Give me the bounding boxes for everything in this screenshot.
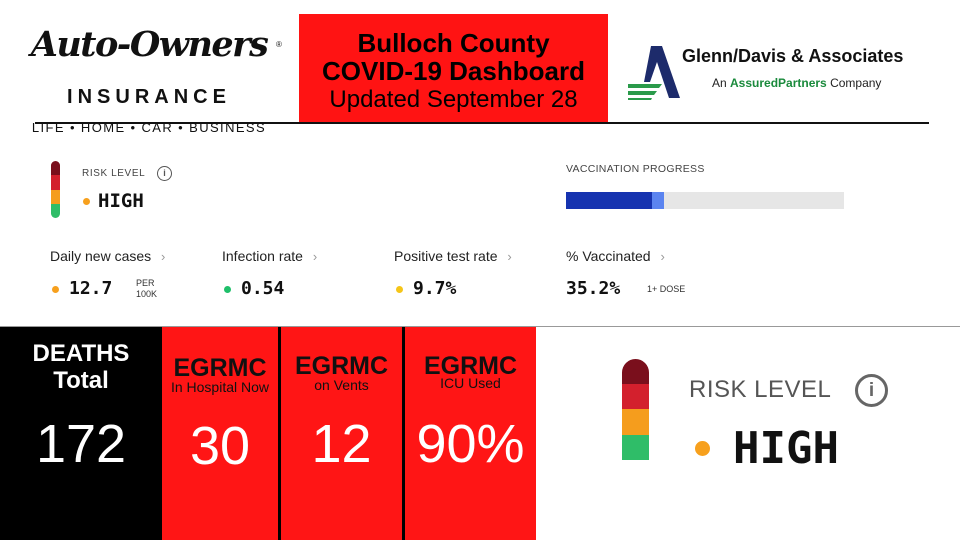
metric-percent-vaccinated[interactable]: % Vaccinated ›: [566, 248, 665, 264]
risk-meter-large: [622, 359, 649, 485]
metric-unit-line2: 100K: [136, 289, 158, 299]
metric-label: Positive test rate: [394, 248, 498, 264]
title-county: Bulloch County: [357, 28, 550, 58]
tile-subheading: In Hospital Now: [170, 379, 270, 395]
metric-unit-line1: PER: [136, 278, 155, 288]
tile-heading: EGRMC: [423, 352, 518, 380]
chevron-right-icon: ›: [312, 249, 318, 264]
metric-value: 0.54: [241, 278, 285, 299]
registered-mark: ®: [276, 40, 282, 49]
on-vents-tile: EGRMC on Vents 12: [281, 327, 402, 540]
tile-heading: EGRMC: [173, 354, 267, 382]
metric-label: Daily new cases: [50, 248, 152, 264]
glenn-davis-subtitle: An AssuredPartners Company: [712, 76, 881, 90]
glenn-davis-logo: Glenn/Davis & Associates An AssuredPartn…: [626, 40, 936, 104]
in-hospital-value: 30: [189, 416, 251, 476]
risk-dot-small: [83, 198, 90, 205]
auto-owners-insurance-text: INSURANCE: [67, 86, 231, 108]
chevron-right-icon: ›: [507, 249, 512, 264]
tile-divider: [278, 327, 281, 540]
updated-date: Updated September 28: [329, 86, 578, 113]
info-icon[interactable]: i: [157, 166, 172, 181]
deaths-value: 172: [35, 414, 127, 474]
vaccination-progress-label: VACCINATION PROGRESS: [566, 163, 705, 175]
risk-meter-segment: [622, 384, 649, 410]
in-hospital-tile: EGRMC In Hospital Now 30: [162, 327, 278, 540]
risk-meter-small: [51, 161, 60, 218]
metric-label: % Vaccinated: [566, 248, 651, 264]
risk-level-value-large: HIGH: [733, 423, 839, 474]
metric-positive-test-rate[interactable]: Positive test rate ›: [394, 248, 512, 264]
vaccination-progress-bar: [566, 192, 844, 209]
title-dashboard: COVID-19 Dashboard: [322, 56, 585, 86]
assured-partners-a-icon: [628, 46, 680, 100]
status-dot: [52, 286, 59, 293]
risk-meter-segment: [51, 189, 60, 204]
risk-meter-segment: [51, 175, 60, 190]
status-dot: [396, 286, 403, 293]
tile-heading: EGRMC: [294, 352, 389, 380]
info-icon[interactable]: i: [855, 374, 888, 407]
chevron-right-icon: ›: [161, 249, 166, 264]
risk-meter-segment: [622, 359, 649, 385]
vaccination-fill-full: [566, 192, 653, 209]
auto-owners-logo: Auto-Owners ® INSURANCE LIFE • HOME • CA…: [14, 22, 284, 135]
risk-meter-segment: [51, 161, 60, 176]
section-divider: [0, 326, 960, 327]
risk-level-label: RISK LEVEL: [82, 168, 146, 179]
tile-divider: [402, 327, 405, 540]
deaths-subheading: Total: [53, 367, 109, 394]
on-vents-value: 12: [311, 414, 372, 474]
status-dot: [224, 286, 231, 293]
icu-used-tile: EGRMC ICU Used 90%: [405, 327, 536, 540]
auto-owners-wordmark: Auto-Owners: [30, 24, 269, 65]
metric-infection-rate[interactable]: Infection rate ›: [222, 248, 317, 264]
metric-label: Infection rate: [222, 248, 303, 264]
risk-meter-segment: [51, 203, 60, 218]
header-divider: [35, 122, 929, 124]
risk-meter-segment: [622, 409, 649, 435]
icu-used-value: 90%: [416, 414, 525, 474]
subtitle-prefix: An: [712, 76, 731, 90]
tile-subheading: on Vents: [314, 377, 369, 393]
dashboard-title-box: Bulloch County COVID-19 Dashboard Update…: [299, 14, 608, 122]
deaths-heading: DEATHS: [32, 340, 130, 367]
tile-subheading: ICU Used: [440, 375, 501, 391]
assured-partners-brand: AssuredPartners: [730, 76, 827, 90]
risk-level-value: HIGH: [98, 190, 144, 212]
glenn-davis-name: Glenn/Davis & Associates: [682, 46, 904, 66]
metric-daily-new-cases[interactable]: Daily new cases ›: [50, 248, 165, 264]
risk-level-label-large: RISK LEVEL: [689, 376, 832, 403]
vaccination-fill-partial: [652, 192, 664, 209]
metric-unit: 1+ DOSE: [647, 284, 686, 294]
subtitle-suffix: Company: [826, 76, 882, 90]
chevron-right-icon: ›: [660, 249, 665, 264]
metric-value: 35.2%: [566, 278, 621, 299]
risk-dot-large: [695, 441, 710, 456]
metric-value: 9.7%: [413, 278, 457, 299]
metric-value: 12.7: [69, 278, 113, 299]
deaths-total-tile: DEATHS Total 172: [0, 327, 162, 540]
risk-meter-segment: [622, 434, 649, 460]
